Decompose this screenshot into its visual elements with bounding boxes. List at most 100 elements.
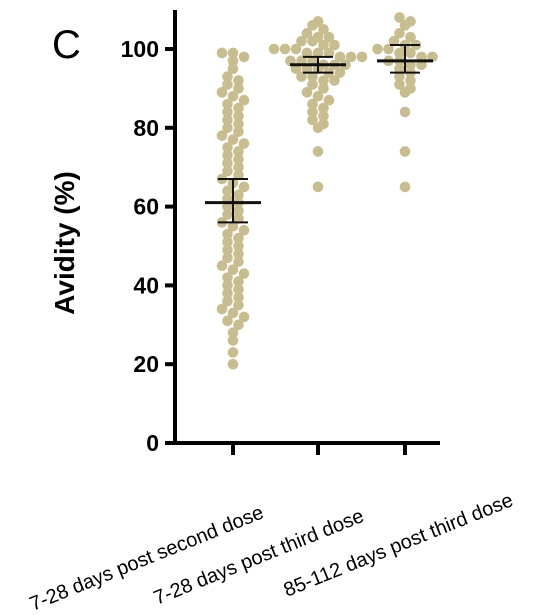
data-point [233, 213, 244, 224]
data-point [227, 63, 239, 74]
data-point [307, 79, 318, 90]
data-point [227, 327, 239, 338]
data-point [227, 335, 239, 346]
data-point [233, 110, 244, 122]
data-point [222, 71, 233, 82]
data-point [222, 209, 233, 220]
data-point [394, 12, 405, 23]
data-point [227, 347, 239, 358]
data-point [394, 27, 405, 39]
data-point [301, 27, 313, 39]
data-point [233, 240, 244, 252]
y-tick-label-100: 100 [121, 36, 159, 62]
data-point [227, 47, 239, 59]
data-point [238, 51, 250, 63]
data-point [227, 307, 239, 319]
y-tick-label-20: 20 [133, 351, 159, 377]
data-point [222, 287, 233, 299]
data-point [334, 67, 346, 78]
data-point [222, 280, 233, 291]
data-point [296, 35, 307, 47]
data-point [238, 224, 250, 236]
data-point [233, 319, 244, 331]
data-point [233, 83, 244, 94]
data-point [307, 114, 318, 126]
data-point [222, 79, 233, 90]
data-point [312, 16, 324, 27]
data-point [222, 295, 233, 307]
data-point [307, 98, 318, 110]
data-point [345, 51, 357, 63]
data-point [323, 47, 335, 59]
data-point [329, 39, 340, 51]
data-point [405, 47, 416, 59]
data-point [329, 75, 340, 86]
data-point [233, 146, 244, 157]
data-point [399, 181, 411, 193]
data-point [318, 110, 329, 122]
data-point [394, 71, 405, 82]
data-point [383, 43, 394, 55]
data-point [388, 35, 400, 47]
data-point [312, 181, 324, 193]
y-tick-label-80: 80 [133, 115, 159, 141]
data-point [233, 256, 244, 268]
data-point [356, 51, 368, 63]
data-point [405, 83, 416, 94]
data-point [227, 134, 239, 145]
data-point [394, 79, 405, 90]
data-point [222, 122, 233, 134]
data-point [318, 102, 329, 114]
panel-label: C [52, 23, 81, 67]
data-point [233, 161, 244, 173]
data-point [233, 154, 244, 165]
data-point [318, 83, 329, 94]
data-point [318, 75, 329, 86]
data-point [399, 146, 411, 157]
data-point [301, 47, 313, 59]
data-point [312, 47, 324, 59]
data-point [227, 358, 239, 370]
data-point [222, 252, 233, 264]
data-point [399, 106, 411, 118]
data-point [227, 264, 239, 275]
data-point [238, 268, 250, 279]
data-point [222, 165, 233, 177]
data-point [216, 87, 228, 98]
data-point [222, 114, 233, 126]
data-point [394, 63, 405, 74]
data-point [233, 75, 244, 86]
data-point [323, 94, 335, 106]
data-point [405, 75, 416, 86]
data-point [222, 272, 233, 283]
data-point [216, 303, 228, 315]
data-point [216, 47, 228, 59]
data-point [222, 98, 233, 110]
data-point [222, 185, 233, 197]
y-tick-label-0: 0 [146, 430, 159, 456]
data-point [227, 90, 239, 102]
y-tick-label-40: 40 [133, 272, 159, 298]
y-axis-label: Avidity (%) [49, 171, 80, 315]
data-point [238, 311, 250, 323]
data-point [222, 142, 233, 153]
data-point [227, 221, 239, 232]
data-point [233, 205, 244, 216]
data-point [323, 31, 335, 43]
data-point [296, 71, 307, 82]
data-point [222, 228, 233, 240]
data-point [233, 276, 244, 287]
data-point [233, 189, 244, 201]
data-point [307, 71, 318, 82]
data-point [233, 169, 244, 181]
data-point [233, 102, 244, 114]
data-point [238, 181, 250, 193]
data-point [233, 126, 244, 138]
data-point [222, 106, 233, 118]
data-point [290, 43, 302, 55]
data-point [233, 232, 244, 244]
axes: 0 20 40 60 80 100 [121, 10, 440, 456]
data-point [222, 157, 233, 169]
mean-error-bars [205, 44, 433, 224]
